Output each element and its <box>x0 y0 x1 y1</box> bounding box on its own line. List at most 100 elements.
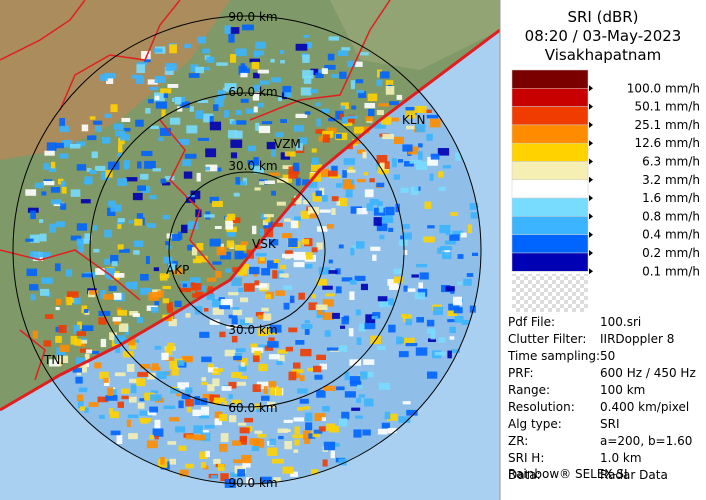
rain-cell <box>200 398 208 405</box>
rain-cell <box>328 259 333 264</box>
rain-cell <box>91 351 99 355</box>
rain-cell <box>154 419 161 429</box>
rain-cell <box>400 235 405 240</box>
place-label: VSK <box>252 237 277 251</box>
rain-cell <box>240 297 249 303</box>
rain-cell <box>393 268 403 275</box>
rain-cell <box>94 362 102 369</box>
rain-cell <box>137 185 146 191</box>
rain-cell <box>107 207 116 216</box>
rain-cell <box>199 451 208 459</box>
rain-cell <box>392 158 397 168</box>
rain-cell <box>258 125 271 134</box>
rain-cell <box>447 310 457 316</box>
rain-cell <box>258 344 270 349</box>
place-label: TNI <box>43 353 64 367</box>
info-value: IIRDoppler 8 <box>600 332 674 346</box>
rain-cell <box>319 209 331 213</box>
rain-cell <box>110 254 119 264</box>
rain-cell <box>449 326 456 333</box>
rain-cell <box>295 113 308 118</box>
rain-cell <box>128 342 137 350</box>
rain-cell <box>25 238 34 242</box>
legend-label: 6.3 mm/h <box>642 155 700 169</box>
rain-cell <box>110 204 122 212</box>
rain-cell <box>203 308 209 312</box>
rain-cell <box>126 177 138 182</box>
rain-cell <box>153 48 163 53</box>
rain-cell <box>141 150 153 157</box>
rain-cell <box>153 267 160 272</box>
rain-cell <box>293 449 299 453</box>
rain-cell <box>39 233 47 242</box>
rain-cell <box>254 187 261 191</box>
rain-cell <box>236 381 246 386</box>
rain-cell <box>133 250 140 255</box>
rain-cell <box>439 224 451 234</box>
rain-cell <box>294 439 300 446</box>
rain-cell <box>295 143 303 151</box>
rain-cell <box>190 277 201 286</box>
rain-cell <box>182 159 192 167</box>
info-label: Resolution: <box>508 400 575 414</box>
rain-cell <box>77 240 84 248</box>
rain-cell <box>265 294 271 299</box>
rain-cell <box>212 261 222 265</box>
rain-cell <box>177 382 189 390</box>
rain-cell <box>442 252 452 260</box>
rain-cell <box>339 71 347 79</box>
rain-cell <box>136 76 145 84</box>
rain-cell <box>328 270 338 274</box>
rain-cell <box>376 79 383 87</box>
rain-cell <box>83 309 89 313</box>
rain-cell <box>403 285 408 292</box>
rain-cell <box>231 335 238 343</box>
rain-cell <box>430 330 436 340</box>
rain-cell <box>152 168 161 172</box>
rain-cell <box>344 371 350 381</box>
rain-cell <box>338 418 348 427</box>
info-label: SRI H: <box>508 451 544 465</box>
rain-cell <box>362 371 374 378</box>
rain-cell <box>208 363 214 371</box>
rain-cell <box>59 344 70 352</box>
legend-tick <box>589 176 593 183</box>
rain-cell <box>360 126 370 134</box>
rain-cell <box>240 241 249 246</box>
rain-cell <box>418 143 423 148</box>
rain-cell <box>108 200 116 207</box>
rain-cell <box>259 257 265 261</box>
rain-cell <box>257 434 267 438</box>
rain-cell <box>227 130 238 139</box>
rain-cell <box>154 435 159 440</box>
rain-cell <box>271 190 276 196</box>
rain-cell <box>59 153 69 159</box>
rain-cell <box>257 69 269 74</box>
rain-cell <box>252 225 257 235</box>
rain-cell <box>162 215 170 220</box>
rain-cell <box>240 63 246 72</box>
rain-cell <box>303 199 309 205</box>
rain-cell <box>258 363 268 372</box>
rain-cell <box>89 290 98 295</box>
rain-cell <box>277 349 288 354</box>
legend-label: 0.4 mm/h <box>642 228 700 242</box>
rain-cell <box>328 36 339 41</box>
rain-cell <box>196 243 204 251</box>
rain-cell <box>342 117 348 124</box>
rain-cell <box>427 225 435 229</box>
rain-cell <box>192 409 201 416</box>
rain-cell <box>83 238 90 244</box>
rain-cell <box>272 222 283 227</box>
rain-cell <box>408 146 419 155</box>
rain-cell <box>157 290 164 298</box>
rain-cell <box>58 325 67 333</box>
rain-cell <box>252 355 260 363</box>
rain-cell <box>340 105 346 110</box>
rain-cell <box>128 220 133 224</box>
rain-cell <box>199 331 210 338</box>
rain-cell <box>404 337 415 345</box>
rain-cell <box>445 230 451 236</box>
rain-cell <box>313 429 323 434</box>
